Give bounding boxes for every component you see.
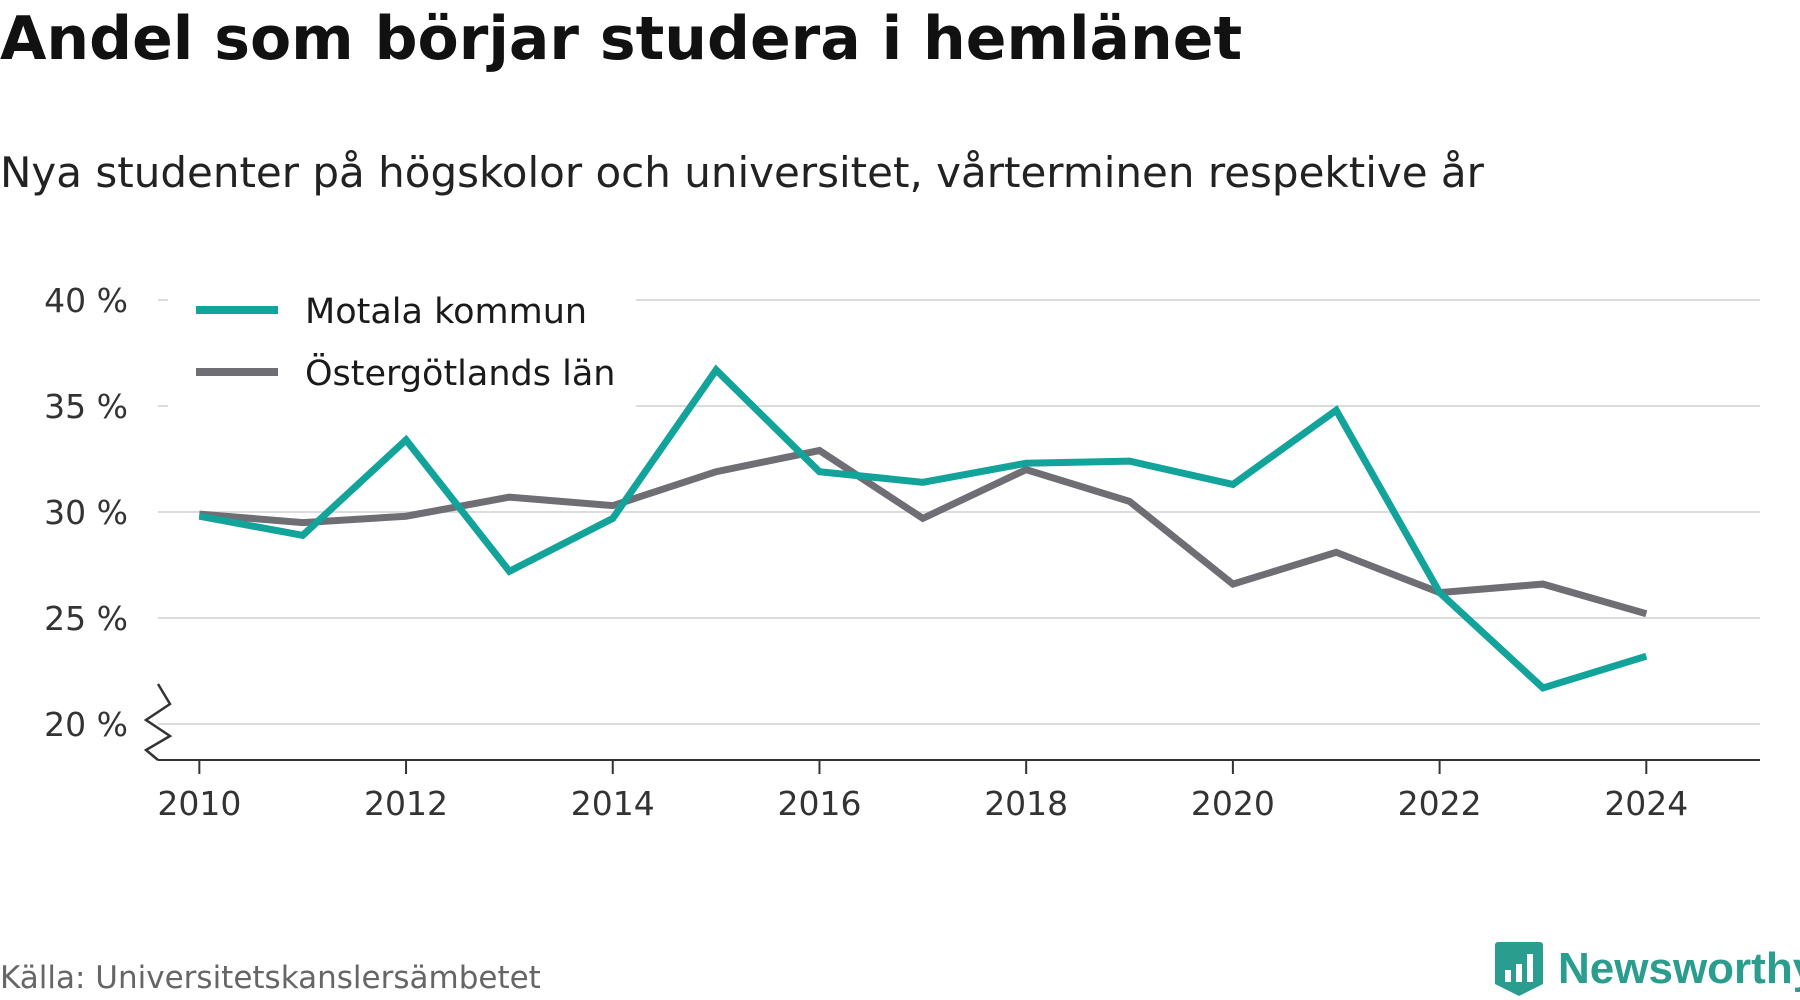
x-tick-label: 2014 xyxy=(571,784,655,823)
series-line xyxy=(199,446,1648,618)
bar-chart-badge-icon xyxy=(1495,942,1543,996)
chart-subtitle: Nya studenter på högskolor och universit… xyxy=(0,148,1484,197)
x-axis: 2010 2012 2014 2016 2018 2020 2022 2024 xyxy=(157,760,1688,823)
legend: Motala kommun Östergötlands län xyxy=(168,278,636,410)
y-tick-label: 35 % xyxy=(44,387,128,426)
x-tick-label: 2024 xyxy=(1604,784,1688,823)
chart-title: Andel som börjar studera i hemlänet xyxy=(0,4,1243,74)
axis-break-icon xyxy=(143,683,173,761)
x-tick-label: 2010 xyxy=(157,784,241,823)
legend-label: Motala kommun xyxy=(305,292,587,332)
source-note: Källa: Universitetskanslersämbetet xyxy=(0,960,541,996)
brand-name: Newsworthy xyxy=(1558,944,1800,993)
x-tick-label: 2018 xyxy=(984,784,1068,823)
x-tick-label: 2022 xyxy=(1398,784,1482,823)
legend-background xyxy=(168,278,636,410)
y-tick-label: 25 % xyxy=(44,599,128,638)
x-tick-label: 2012 xyxy=(364,784,448,823)
y-tick-label: 30 % xyxy=(44,493,128,532)
y-tick-label: 40 % xyxy=(44,281,128,320)
series-line xyxy=(198,364,1648,692)
x-tick-label: 2020 xyxy=(1191,784,1275,823)
y-tick-label: 20 % xyxy=(44,705,128,744)
y-axis: 20 % 25 % 30 % 35 % 40 % xyxy=(44,281,128,744)
legend-label: Östergötlands län xyxy=(305,352,615,394)
series-lines xyxy=(198,364,1648,692)
x-tick-label: 2016 xyxy=(777,784,861,823)
brand-logo: Newsworthy xyxy=(1494,940,1800,998)
